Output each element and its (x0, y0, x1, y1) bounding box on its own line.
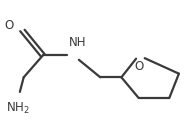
Text: O: O (134, 60, 143, 73)
Text: NH: NH (69, 36, 86, 49)
Text: O: O (5, 19, 14, 31)
Text: NH$_2$: NH$_2$ (6, 100, 30, 115)
